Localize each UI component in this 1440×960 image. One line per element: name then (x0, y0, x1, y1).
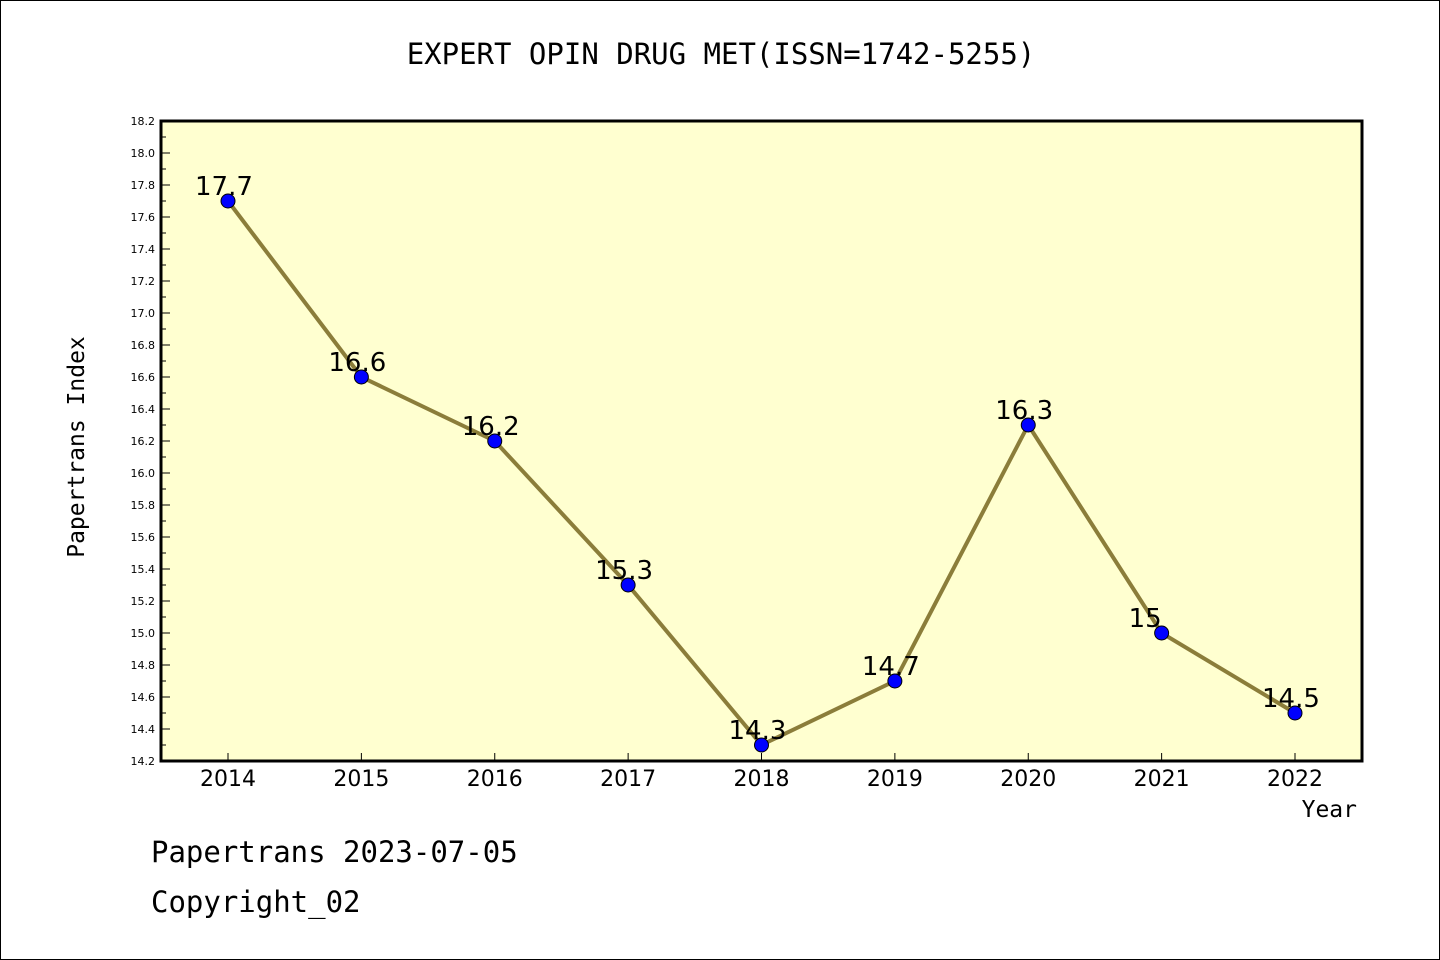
footer-copyright: Copyright_02 (151, 885, 361, 919)
data-label: 15 (1129, 604, 1162, 634)
data-point (220, 193, 236, 209)
y-tick-label: 18.2 (131, 115, 156, 128)
x-tick-label: 2015 (333, 767, 389, 792)
x-tick-label: 2021 (1134, 767, 1190, 792)
y-tick-label: 16.8 (131, 339, 156, 352)
data-point (353, 369, 369, 385)
y-tick-label: 14.2 (131, 755, 156, 768)
data-label: 17.7 (195, 172, 253, 202)
x-tick-label: 2020 (1000, 767, 1056, 792)
data-point (754, 737, 769, 753)
x-axis-label: Year (1301, 797, 1357, 823)
data-label: 16.3 (995, 396, 1053, 426)
x-tick-label: 2014 (200, 767, 256, 792)
y-tick-label: 16.4 (131, 403, 156, 416)
y-tick-label: 17.0 (131, 307, 156, 320)
x-tick-label: 2016 (467, 767, 523, 792)
data-label: 14.5 (1262, 684, 1320, 714)
y-tick-label: 15.0 (131, 627, 156, 640)
data-point (487, 433, 503, 449)
data-point (1287, 705, 1303, 721)
data-label: 16.2 (462, 412, 520, 442)
chart-title: EXPERT OPIN DRUG MET(ISSN=1742-5255) (406, 37, 1036, 71)
y-tick-label: 16.6 (131, 371, 156, 384)
y-tick-label: 17.6 (131, 211, 156, 224)
y-tick-label: 15.8 (131, 499, 156, 512)
plot-area (159, 119, 1364, 763)
data-point (1020, 417, 1036, 433)
footer-date: Papertrans 2023-07-05 (151, 835, 518, 869)
y-tick-label: 17.2 (131, 275, 156, 288)
x-tick-label: 2019 (867, 767, 923, 792)
y-tick-label: 17.4 (131, 243, 156, 256)
y-tick-label: 15.6 (131, 531, 156, 544)
data-point (1154, 625, 1170, 641)
data-label: 16.6 (328, 348, 386, 378)
data-label: 14.3 (729, 716, 787, 746)
data-point (887, 673, 903, 689)
x-tick-label: 2022 (1267, 767, 1323, 792)
y-tick-label: 14.6 (131, 691, 156, 704)
data-label: 15.3 (595, 556, 653, 586)
y-tick-label: 16.2 (131, 435, 156, 448)
y-tick-label: 15.2 (131, 595, 156, 608)
x-tick-label: 2018 (734, 767, 790, 792)
y-tick-label: 18.0 (131, 147, 156, 160)
y-tick-label: 16.0 (131, 467, 156, 480)
x-tick-label: 2017 (600, 767, 656, 792)
data-label: 14.7 (862, 652, 920, 682)
y-tick-label: 14.4 (131, 723, 156, 736)
y-tick-label: 15.4 (131, 563, 156, 576)
y-tick-label: 17.8 (131, 179, 156, 192)
y-tick-label: 14.8 (131, 659, 156, 672)
data-point (620, 577, 636, 593)
